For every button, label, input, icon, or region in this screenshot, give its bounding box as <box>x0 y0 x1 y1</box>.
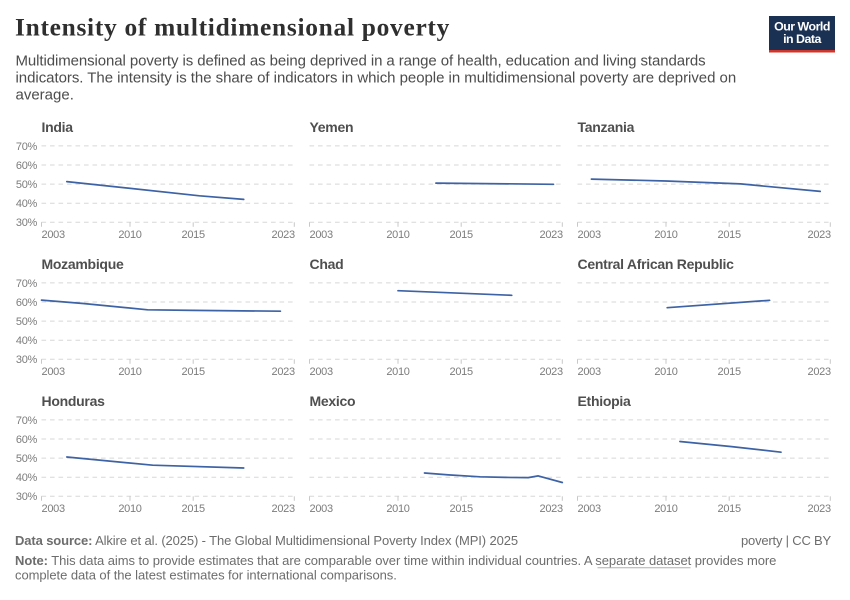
svg-text:2015: 2015 <box>718 503 741 515</box>
svg-text:2023: 2023 <box>272 366 295 378</box>
svg-text:2003: 2003 <box>578 229 601 241</box>
svg-text:70%: 70% <box>16 415 38 427</box>
svg-text:2010: 2010 <box>654 366 677 378</box>
svg-text:Ethiopia: Ethiopia <box>578 393 631 409</box>
svg-text:Honduras: Honduras <box>42 393 106 409</box>
svg-text:complete data of the latest es: complete data of the latest estimates fo… <box>15 568 397 583</box>
svg-text:30%: 30% <box>16 491 38 503</box>
svg-text:Mozambique: Mozambique <box>42 256 124 272</box>
svg-text:2003: 2003 <box>578 503 601 515</box>
svg-text:2003: 2003 <box>42 366 65 378</box>
svg-text:Tanzania: Tanzania <box>578 119 635 135</box>
svg-text:40%: 40% <box>16 472 38 484</box>
svg-text:60%: 60% <box>16 434 38 446</box>
svg-text:2023: 2023 <box>272 229 295 241</box>
svg-text:2015: 2015 <box>450 503 473 515</box>
svg-text:Data source: Alkire et al. (20: Data source: Alkire et al. (2025) - The … <box>15 533 518 548</box>
svg-text:2015: 2015 <box>450 229 473 241</box>
svg-text:70%: 70% <box>16 278 38 290</box>
svg-text:2010: 2010 <box>654 229 677 241</box>
svg-text:2023: 2023 <box>808 366 831 378</box>
svg-text:70%: 70% <box>16 141 38 153</box>
svg-text:2015: 2015 <box>182 503 205 515</box>
svg-text:30%: 30% <box>16 354 38 366</box>
svg-text:2010: 2010 <box>654 503 677 515</box>
svg-text:2010: 2010 <box>118 366 141 378</box>
svg-text:2015: 2015 <box>182 229 205 241</box>
svg-text:2003: 2003 <box>578 366 601 378</box>
svg-text:2015: 2015 <box>718 366 741 378</box>
svg-text:2010: 2010 <box>386 503 409 515</box>
svg-text:2010: 2010 <box>386 366 409 378</box>
svg-text:2003: 2003 <box>310 366 333 378</box>
svg-text:2023: 2023 <box>540 503 563 515</box>
svg-text:40%: 40% <box>16 335 38 347</box>
svg-text:60%: 60% <box>16 160 38 172</box>
svg-text:Chad: Chad <box>310 256 344 272</box>
svg-text:30%: 30% <box>16 217 38 229</box>
svg-text:India: India <box>42 119 74 135</box>
svg-text:Multidimensional poverty is de: Multidimensional poverty is defined as b… <box>16 53 706 70</box>
svg-text:poverty | CC BY: poverty | CC BY <box>741 533 831 548</box>
svg-text:40%: 40% <box>16 198 38 210</box>
svg-text:Intensity of multidimensional: Intensity of multidimensional poverty <box>15 14 450 42</box>
svg-text:2010: 2010 <box>386 229 409 241</box>
svg-text:2010: 2010 <box>118 229 141 241</box>
svg-text:2003: 2003 <box>42 229 65 241</box>
svg-text:Our World: Our World <box>774 20 830 34</box>
svg-text:Note: This data aims to provid: Note: This data aims to provide estimate… <box>15 553 776 568</box>
svg-text:2023: 2023 <box>272 503 295 515</box>
svg-text:Central African Republic: Central African Republic <box>578 256 735 272</box>
svg-text:average.: average. <box>16 87 74 104</box>
svg-text:50%: 50% <box>16 179 38 191</box>
svg-text:2015: 2015 <box>450 366 473 378</box>
svg-text:60%: 60% <box>16 297 38 309</box>
svg-text:Mexico: Mexico <box>310 393 356 409</box>
svg-text:2023: 2023 <box>808 503 831 515</box>
svg-text:2003: 2003 <box>310 229 333 241</box>
svg-text:2015: 2015 <box>182 366 205 378</box>
svg-text:2015: 2015 <box>718 229 741 241</box>
svg-text:2010: 2010 <box>118 503 141 515</box>
svg-text:in Data: in Data <box>783 32 821 46</box>
svg-text:50%: 50% <box>16 453 38 465</box>
svg-text:2003: 2003 <box>42 503 65 515</box>
svg-text:2003: 2003 <box>310 503 333 515</box>
svg-text:Yemen: Yemen <box>310 119 354 135</box>
svg-text:indicators. The intensity is t: indicators. The intensity is the share o… <box>16 70 737 87</box>
svg-text:2023: 2023 <box>540 366 563 378</box>
svg-text:50%: 50% <box>16 316 38 328</box>
svg-text:2023: 2023 <box>540 229 563 241</box>
svg-text:2023: 2023 <box>808 229 831 241</box>
